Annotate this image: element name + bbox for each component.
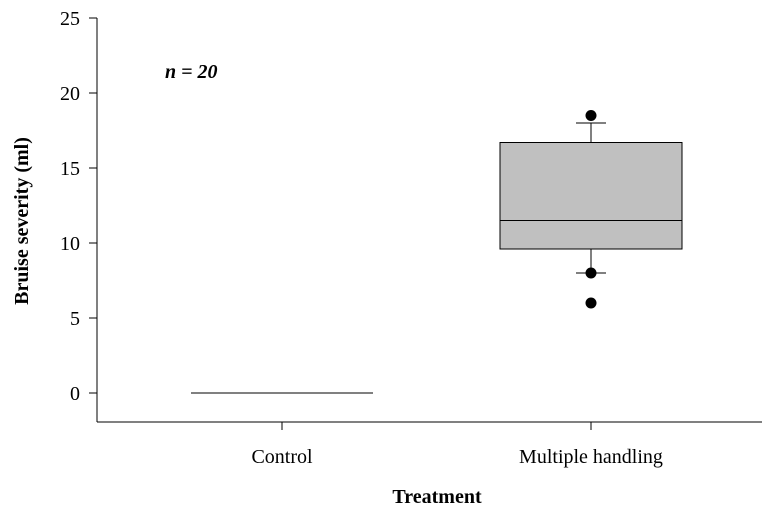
outlier-point: [585, 267, 597, 279]
y-axis-title: Bruise severity (ml): [11, 137, 33, 305]
box: [499, 142, 683, 250]
outlier-point: [585, 110, 597, 121]
y-tick-label: 10: [60, 233, 80, 255]
y-tick-label: 5: [70, 308, 80, 330]
x-axis-title: Treatment: [392, 486, 482, 508]
outlier-point: [585, 297, 597, 309]
x-tick-label: Multiple handling: [519, 446, 663, 468]
sample-size-annotation: n = 20: [165, 61, 218, 83]
y-tick-label: 0: [70, 383, 80, 405]
y-tick-label: 20: [60, 83, 80, 105]
y-tick-label: 15: [60, 158, 80, 180]
y-tick-label: 25: [60, 8, 80, 30]
x-tick-label: Control: [251, 446, 313, 468]
plot-area: 0 5 10 15 20 25 Control Multiple handling: [60, 8, 762, 468]
